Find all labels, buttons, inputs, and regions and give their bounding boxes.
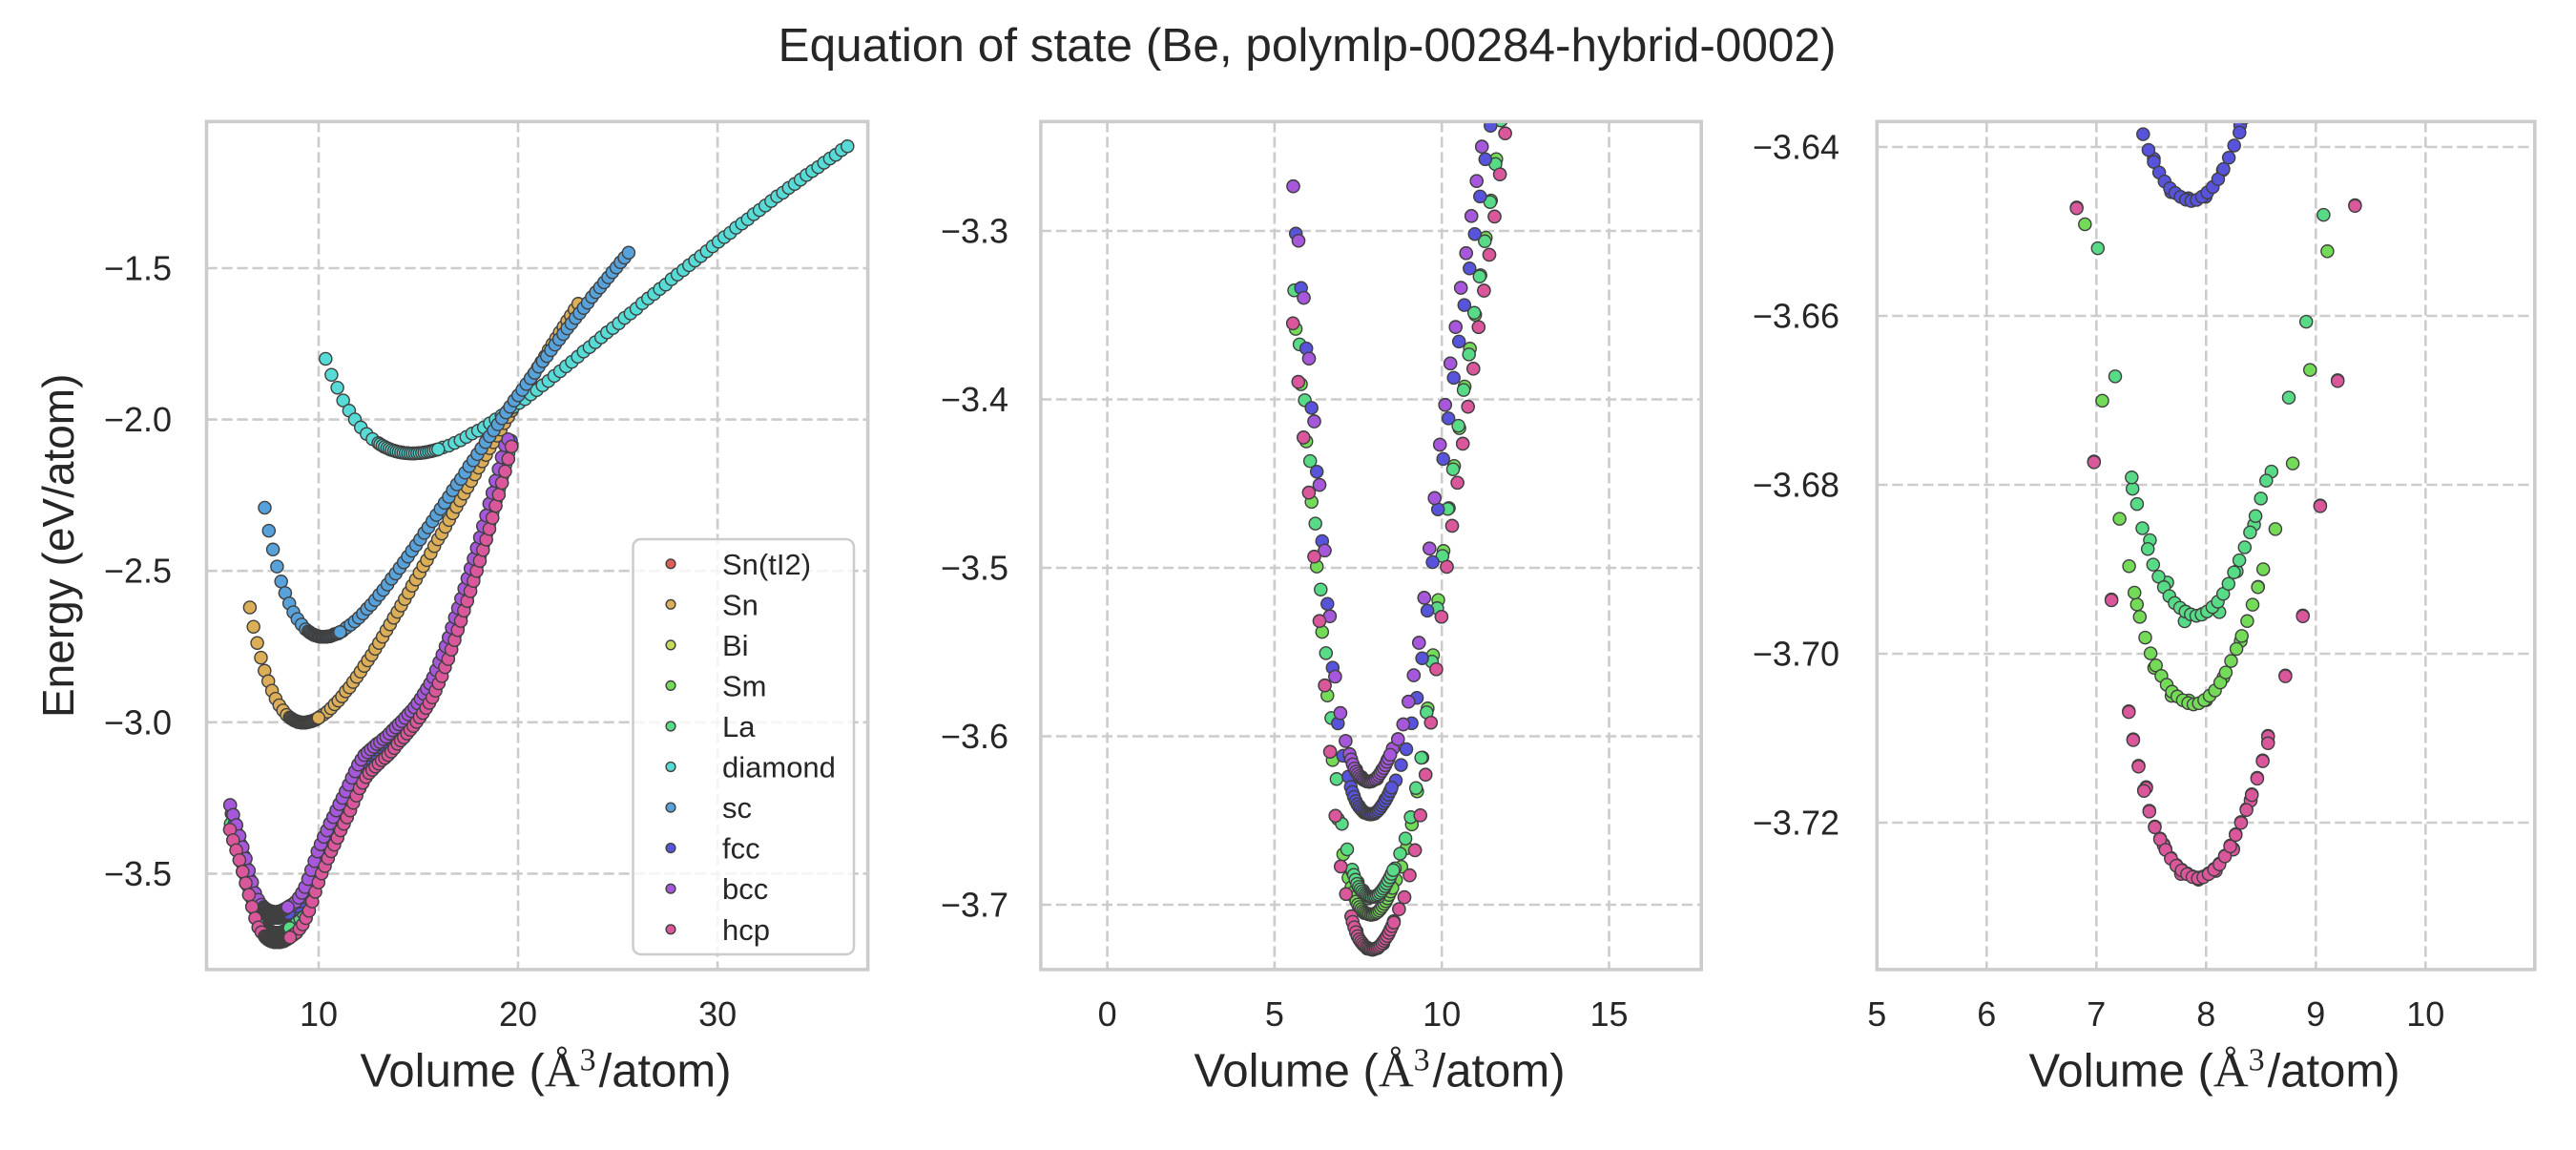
svg-text:−2.5: −2.5 [104,552,172,591]
svg-text:Sn: Sn [722,588,758,621]
svg-text:10: 10 [300,994,338,1034]
svg-text:0: 0 [1098,994,1117,1034]
svg-text:30: 30 [698,994,737,1034]
svg-text:Sm: Sm [722,669,767,702]
svg-text:20: 20 [499,994,537,1034]
svg-text:Energy (eV/atom): Energy (eV/atom) [33,374,83,718]
svg-text:−3.3: −3.3 [941,212,1008,251]
svg-text:6: 6 [1977,994,1996,1034]
svg-text:sc: sc [722,791,752,825]
svg-text:La: La [722,710,756,743]
svg-text:Sn(tI2): Sn(tI2) [722,548,811,581]
svg-text:−3.6: −3.6 [941,717,1008,756]
svg-text:−3.66: −3.66 [1753,297,1839,336]
svg-text:−3.68: −3.68 [1753,466,1839,505]
svg-text:−3.64: −3.64 [1753,128,1839,167]
svg-text:15: 15 [1589,994,1628,1034]
svg-text:8: 8 [2196,994,2215,1034]
svg-text:diamond: diamond [722,751,836,784]
svg-text:5: 5 [1867,994,1886,1034]
svg-text:−3.5: −3.5 [104,854,172,893]
svg-text:Volume (Å3/atom): Volume (Å3/atom) [1194,1043,1565,1098]
svg-text:−3.5: −3.5 [941,549,1008,588]
svg-text:bcc: bcc [722,872,768,906]
svg-text:−3.70: −3.70 [1753,635,1839,674]
svg-text:−3.72: −3.72 [1753,804,1839,843]
svg-text:Equation of state (Be, polymlp: Equation of state (Be, polymlp-00284-hyb… [779,19,1837,72]
svg-text:fcc: fcc [722,832,760,866]
svg-text:−1.5: −1.5 [104,249,172,288]
svg-text:hcp: hcp [722,913,770,947]
svg-text:Volume (Å3/atom): Volume (Å3/atom) [2028,1043,2399,1098]
svg-text:Volume (Å3/atom): Volume (Å3/atom) [360,1043,731,1098]
svg-text:−3.7: −3.7 [941,886,1008,925]
svg-text:7: 7 [2087,994,2106,1034]
svg-text:9: 9 [2306,994,2325,1034]
svg-text:10: 10 [2406,994,2444,1034]
svg-text:10: 10 [1423,994,1461,1034]
svg-text:−2.0: −2.0 [104,400,172,439]
svg-text:Bi: Bi [722,629,749,662]
svg-text:5: 5 [1265,994,1284,1034]
svg-text:−3.0: −3.0 [104,702,172,742]
svg-text:−3.4: −3.4 [941,380,1008,419]
